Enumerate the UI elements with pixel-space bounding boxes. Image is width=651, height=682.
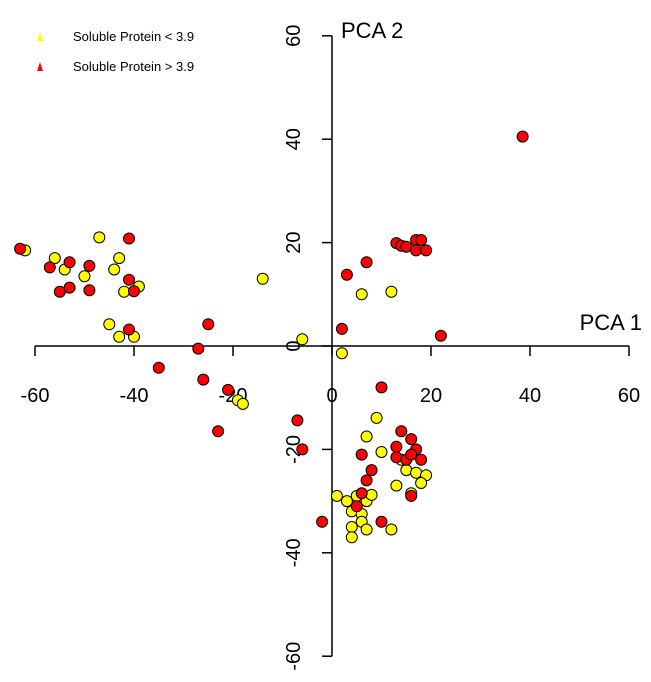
data-point bbox=[345, 521, 358, 533]
legend-marker-high bbox=[37, 62, 43, 71]
data-point bbox=[345, 531, 358, 544]
data-point bbox=[360, 430, 373, 443]
data-point bbox=[93, 231, 106, 244]
data-point bbox=[222, 383, 235, 396]
data-point bbox=[340, 268, 353, 281]
x-tick-label: 40 bbox=[519, 385, 541, 407]
legend: Soluble Protein < 3.9 Soluble Protein > … bbox=[37, 29, 194, 74]
x-tick-label: -60 bbox=[21, 385, 50, 407]
legend-item-low: Soluble Protein < 3.9 bbox=[37, 29, 194, 44]
legend-marker-low bbox=[37, 32, 43, 41]
y-tick-label: -60 bbox=[283, 642, 305, 671]
data-point bbox=[192, 342, 205, 355]
data-point bbox=[83, 284, 96, 297]
data-point bbox=[375, 381, 388, 394]
data-point bbox=[434, 329, 447, 342]
data-point bbox=[385, 523, 398, 536]
data-point bbox=[405, 489, 418, 502]
data-point bbox=[128, 285, 140, 298]
y-tick-label: 20 bbox=[283, 231, 305, 253]
data-point bbox=[236, 397, 249, 410]
data-point bbox=[395, 425, 408, 438]
data-point bbox=[316, 515, 329, 528]
data-point bbox=[415, 453, 428, 466]
legend-item-high: Soluble Protein > 3.9 bbox=[37, 59, 194, 74]
data-point bbox=[355, 487, 368, 500]
data-point bbox=[63, 256, 76, 269]
data-point bbox=[375, 446, 388, 458]
data-point bbox=[410, 466, 423, 479]
data-point bbox=[63, 281, 76, 294]
data-point bbox=[123, 232, 135, 245]
data-point bbox=[113, 330, 126, 343]
data-point bbox=[335, 322, 348, 335]
data-point bbox=[43, 261, 56, 274]
data-point bbox=[118, 285, 131, 298]
x-tick-label: 60 bbox=[618, 385, 640, 407]
data-point bbox=[420, 244, 433, 257]
data-point bbox=[202, 318, 215, 331]
y-tick-label: 40 bbox=[283, 128, 305, 150]
data-point bbox=[330, 489, 343, 502]
data-point bbox=[296, 333, 309, 346]
data-point bbox=[335, 347, 348, 360]
data-point bbox=[83, 259, 96, 272]
data-point bbox=[296, 443, 309, 456]
y-tick-label: -20 bbox=[283, 435, 305, 464]
data-point bbox=[212, 425, 225, 438]
y-tick-label: 60 bbox=[283, 25, 305, 47]
x-tick-label: 0 bbox=[326, 385, 337, 407]
data-point bbox=[123, 323, 135, 336]
data-point bbox=[390, 451, 403, 464]
x-axis-label: PCA 1 bbox=[580, 310, 642, 335]
data-point bbox=[410, 244, 423, 257]
data-point bbox=[360, 256, 373, 269]
data-point bbox=[78, 270, 91, 283]
data-points bbox=[14, 130, 529, 544]
data-point bbox=[370, 411, 383, 424]
data-point bbox=[48, 252, 61, 265]
data-point bbox=[365, 488, 378, 501]
axes: -60 -40 -20 0 20 40 60 -60 -40 -20 0 20 40 60 bbox=[21, 25, 641, 671]
data-point bbox=[360, 474, 373, 487]
data-point bbox=[385, 285, 398, 298]
y-tick-label: 0 bbox=[283, 340, 305, 351]
y-axis-label: PCA 2 bbox=[341, 18, 403, 43]
data-point bbox=[390, 479, 403, 492]
data-point bbox=[108, 263, 121, 276]
data-point bbox=[400, 464, 413, 477]
legend-label-low: Soluble Protein < 3.9 bbox=[73, 29, 194, 44]
x-tick-label: 20 bbox=[420, 385, 442, 407]
data-point bbox=[415, 234, 428, 246]
data-point bbox=[103, 318, 116, 331]
data-point bbox=[390, 440, 403, 453]
data-point bbox=[516, 130, 529, 143]
data-point bbox=[152, 361, 165, 374]
x-ticks: -60 -40 -20 0 20 40 60 bbox=[21, 346, 640, 407]
data-point bbox=[355, 448, 368, 461]
y-tick-label: -40 bbox=[283, 538, 305, 567]
data-point bbox=[405, 448, 418, 461]
data-point bbox=[197, 373, 210, 386]
data-point bbox=[123, 273, 135, 286]
series-high bbox=[14, 130, 529, 528]
data-point bbox=[113, 252, 126, 265]
data-point bbox=[415, 477, 428, 489]
data-point bbox=[350, 500, 363, 513]
legend-label-high: Soluble Protein > 3.9 bbox=[73, 59, 194, 74]
data-point bbox=[360, 523, 373, 536]
data-point bbox=[291, 414, 304, 427]
data-point bbox=[14, 242, 27, 255]
y-ticks: -60 -40 -20 0 20 40 60 bbox=[283, 25, 332, 671]
data-point bbox=[355, 288, 368, 301]
data-point bbox=[256, 272, 269, 285]
data-point bbox=[375, 515, 388, 528]
data-point bbox=[365, 464, 378, 477]
data-point bbox=[405, 433, 418, 446]
x-tick-label: -40 bbox=[120, 385, 149, 407]
data-point bbox=[340, 495, 353, 508]
